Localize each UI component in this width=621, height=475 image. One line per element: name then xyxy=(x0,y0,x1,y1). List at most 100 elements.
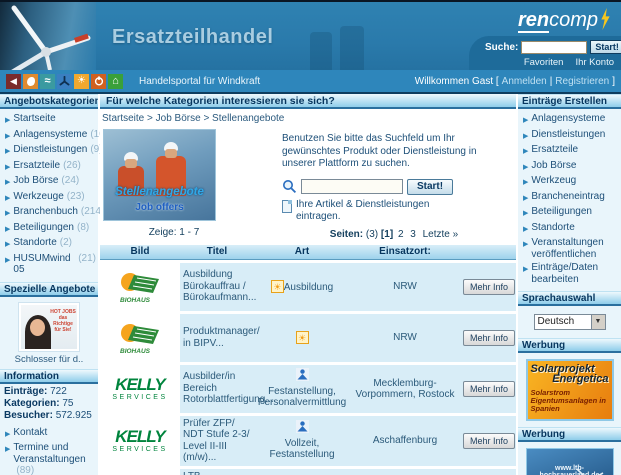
table-header-row: Bild Titel Art Einsatzort: xyxy=(100,244,516,260)
sidebar-item-werkzeuge[interactable]: ▶ Werkzeuge (23) xyxy=(2,190,96,206)
register-link[interactable]: Registrieren xyxy=(555,75,610,87)
search-intro-text: Benutzen Sie bitte das Suchfeld um Ihr g… xyxy=(282,133,477,169)
sidebar-item-husumwind[interactable]: ▶ HUSUMwind 05 (21) xyxy=(2,252,96,277)
bullet-icon: ▶ xyxy=(5,179,11,186)
job-title[interactable]: LTB Hochsauerland GmbH Rotorblatt Servic… xyxy=(180,469,254,475)
table-row: KELLY SERVICES Prüfer ZFP/ NDT Stufe 2-3/… xyxy=(100,415,516,466)
page-2-link[interactable]: 2 xyxy=(397,228,404,240)
pages-total: (3) xyxy=(365,228,379,240)
sidebar-item-label: Standorte xyxy=(13,237,57,248)
jobs-category-image[interactable]: Stellenangebote Job offers xyxy=(103,129,216,221)
create-item-dienstleistungen[interactable]: ▶ Dienstleistungen xyxy=(520,128,619,144)
item-count: (26) xyxy=(63,159,81,171)
sidebar-item-anlagensysteme[interactable]: ▶Anlagensysteme(10) xyxy=(2,128,108,144)
sidebar-item-startseite[interactable]: ▶ Startseite xyxy=(2,112,96,128)
water-energy-icon[interactable]: ≈ xyxy=(40,73,55,89)
ltb-ad-banner[interactable]: www.ltb-hochsauerland.de xyxy=(525,448,614,475)
welcome-divider: | xyxy=(549,75,553,87)
special-offer-caption[interactable]: Schlosser für d.. xyxy=(14,353,84,365)
more-info-button[interactable]: Mehr Info xyxy=(463,432,515,449)
company-logo-biohaus[interactable]: BIOHAUS xyxy=(100,262,180,311)
language-select[interactable]: Deutsch ▼ xyxy=(533,314,606,330)
page-last-link[interactable]: Letzte » xyxy=(422,228,459,240)
create-item-werkzeug[interactable]: ▶ Werkzeug xyxy=(520,174,619,190)
header-search-button[interactable]: Start! xyxy=(590,40,621,54)
favorites-link[interactable]: Favoriten xyxy=(523,57,564,68)
item-count: (24) xyxy=(61,175,80,186)
job-location: NRW xyxy=(393,332,417,343)
job-title[interactable]: Produktmanager/ in BIPV... xyxy=(183,326,260,349)
information-header: Information xyxy=(0,368,98,384)
right-sidebar: Einträge Erstellen ▶ Anlagensysteme ▶ Dien… xyxy=(518,94,621,475)
sidebar-item-label: Anlagensysteme xyxy=(13,128,88,140)
sidebar-item-termine[interactable]: ▶ Termine und Veranstaltungen (89) xyxy=(2,441,96,475)
create-entry-label: Ihre Artikel & Dienstleistungen eintrage… xyxy=(296,198,430,222)
job-title[interactable]: Prüfer ZFP/ NDT Stufe 2-3/ Level II-III … xyxy=(183,417,250,464)
company-logo-biohaus[interactable]: BIOHAUS xyxy=(100,313,180,362)
sidebar-item-dienstleistungen[interactable]: ▶ Dienstleistungen (9) xyxy=(2,143,103,159)
company-logo-ltb[interactable]: LTB-Hochsauerland GmbH Ihr Spezialist fü… xyxy=(100,468,180,475)
platform-search-input[interactable] xyxy=(301,179,403,194)
page-3-link[interactable]: 3 xyxy=(410,228,416,240)
job-type-cell: ☀ Ausbildung xyxy=(254,278,350,296)
job-title[interactable]: Ausbilder/in Bereich Rotorblattfertigung… xyxy=(183,371,274,406)
language-header: Sprachauswahl xyxy=(518,291,621,306)
kelly-logo-text: KELLY xyxy=(115,375,165,394)
document-icon xyxy=(282,199,292,213)
wind-turbine-photo xyxy=(0,2,96,70)
sidebar-item-label: HUSUMwind 05 xyxy=(13,252,71,276)
kelly-logo-text: KELLY xyxy=(115,427,165,446)
item-count: (8) xyxy=(77,221,90,233)
more-info-button[interactable]: Mehr Info xyxy=(463,278,515,295)
site-stats: Einträge: 722 Kategorien: 75 Besucher: 5… xyxy=(0,384,98,426)
special-offer-ad[interactable]: HOT JOBS das Richtige für Sie! xyxy=(18,301,80,352)
platform-search-button[interactable]: Start! xyxy=(407,178,453,195)
bullet-icon: ▶ xyxy=(523,210,529,217)
solar-ad-banner[interactable]: Solarprojekt Energetica Solarstrom Eigen… xyxy=(525,359,614,421)
sidebar-item-branchenbuch[interactable]: ▶ Branchenbuch (214) xyxy=(2,205,104,221)
more-info-button[interactable]: Mehr Info xyxy=(463,329,515,346)
table-row: BIOHAUS Produktmanager/ in BIPV... ☀ NRW… xyxy=(100,313,516,362)
create-entry-link[interactable]: Ihre Artikel & Dienstleistungen eintrage… xyxy=(282,199,508,223)
sidebar-item-beteiligungen[interactable]: ▶ Beteiligungen (8) xyxy=(2,221,96,237)
bullet-icon: ▶ xyxy=(5,148,11,155)
create-item-brancheneintrag[interactable]: ▶ Brancheneintrag xyxy=(520,190,619,206)
create-item-veranstaltungen[interactable]: ▶ Veranstaltungen veröffentlichen xyxy=(520,236,619,261)
bullet-icon: ▶ xyxy=(523,179,529,186)
more-info-button[interactable]: Mehr Info xyxy=(463,380,515,397)
bullet-icon: ▶ xyxy=(5,210,11,217)
login-link[interactable]: Anmelden xyxy=(501,75,547,87)
bullet-icon: ▶ xyxy=(523,241,529,248)
company-logo-kelly[interactable]: KELLY SERVICES xyxy=(100,364,180,413)
job-title[interactable]: Ausbildung Bürokauffrau / Bürokaufmann..… xyxy=(183,269,257,304)
create-item-beteiligungen[interactable]: ▶ Beteiligungen xyxy=(520,205,619,221)
account-link[interactable]: Ihr Konto xyxy=(575,57,614,68)
sidebar-item-kontakt[interactable]: ▶ Kontakt xyxy=(2,426,96,442)
stat-value: 572.925 xyxy=(55,409,92,421)
bullet-icon: ▶ xyxy=(523,117,529,124)
power-icon[interactable] xyxy=(91,73,106,89)
company-logo-kelly[interactable]: KELLY SERVICES xyxy=(100,415,180,466)
create-item-anlagensysteme[interactable]: ▶ Anlagensysteme xyxy=(520,112,619,128)
hand-icon[interactable] xyxy=(23,73,38,89)
welcome-area: Willkommen Gast [ Anmelden | Registriere… xyxy=(415,76,615,87)
create-item-job-boerse[interactable]: ▶ Job Börse xyxy=(520,159,619,175)
header-search-input[interactable] xyxy=(521,40,588,54)
solar-sun-icon[interactable]: ☀ xyxy=(74,73,89,89)
header-banner: Ersatzteilhandel rencomp Suche: Start! F… xyxy=(0,2,621,70)
sidebar-item-standorte[interactable]: ▶ Standorte (2) xyxy=(2,236,96,252)
col-header-actions xyxy=(460,245,516,259)
categories-header: Angebotskategorien xyxy=(0,94,98,109)
breadcrumb[interactable]: Startseite > Job Börse > Stellenangebote xyxy=(102,113,285,124)
back-icon[interactable]: ◀ xyxy=(6,73,21,89)
create-item-ersatzteile[interactable]: ▶ Ersatzteile xyxy=(520,143,619,159)
sidebar-item-label: Job Börse xyxy=(13,175,59,186)
create-item-standorte[interactable]: ▶ Standorte xyxy=(520,221,619,237)
create-item-eintraege-bearbeiten[interactable]: ▶ Einträge/Daten bearbeiten xyxy=(520,261,619,286)
sidebar-item-job-boerse[interactable]: ▶ Job Börse (24) xyxy=(2,174,96,190)
wind-rotor-icon[interactable] xyxy=(57,73,72,89)
sidebar-item-ersatzteile[interactable]: ▶ Ersatzteile (26) xyxy=(2,159,96,175)
page-title: Ersatzteilhandel xyxy=(112,26,274,48)
house-icon[interactable]: ⌂ xyxy=(108,73,123,89)
table-row: LTB-Hochsauerland GmbH Ihr Spezialist fü… xyxy=(100,468,516,475)
